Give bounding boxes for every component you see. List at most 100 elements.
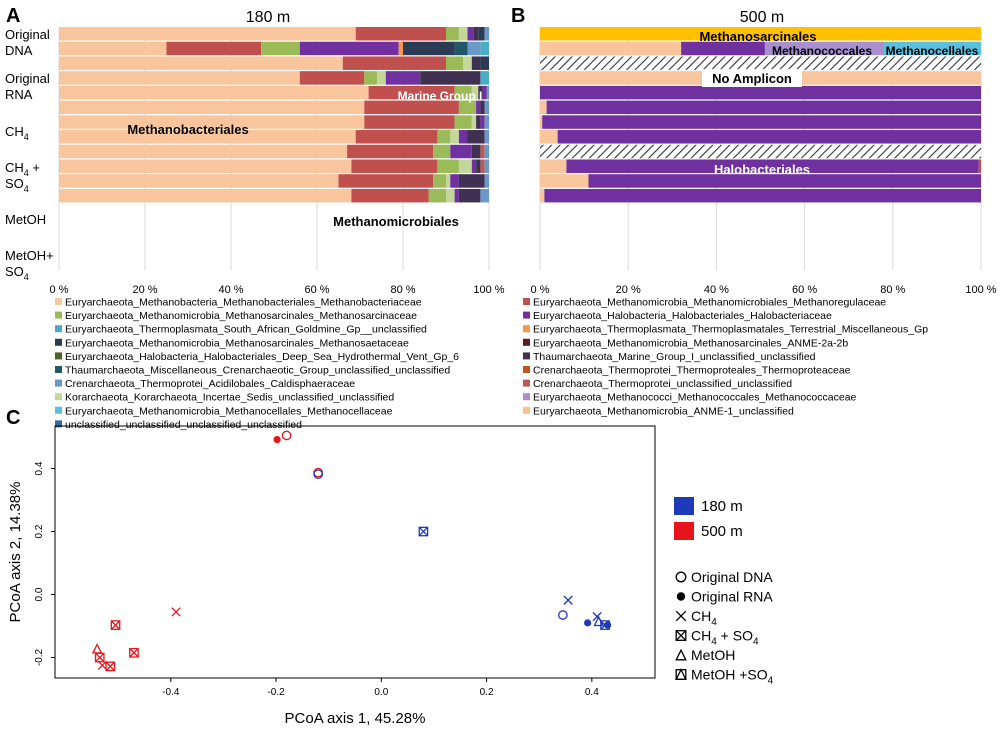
annotation-methanococcales: Methanococcales (772, 44, 872, 58)
panel-b-bar-segment (540, 41, 682, 56)
panel-a-x-tick-label: 40 % (218, 284, 243, 296)
panel-a-bar-segment (484, 144, 489, 159)
pcoa-point-shape (129, 647, 139, 658)
panel-b-bar-segment (540, 100, 547, 115)
panel-a-bar-segment (484, 115, 489, 129)
panel-a-bar-segment (458, 188, 481, 203)
panel-a-sample-label: Original (5, 71, 50, 86)
legend-swatch (55, 420, 62, 428)
pcoa-x-tick-label: 0.4 (585, 687, 599, 698)
legend-swatch (523, 298, 530, 305)
pcoa-point-shape (313, 469, 324, 480)
panel-b-bar-segment (542, 115, 981, 129)
legend-swatch (523, 393, 530, 401)
legend-entry: Crenarchaeota_Thermoprotei_Thermoproteal… (533, 365, 851, 377)
pcoa-point (129, 647, 139, 658)
panel-a-bar-segment (59, 174, 339, 188)
legend-swatch (523, 325, 530, 333)
panel-a-title: 180 m (246, 9, 290, 26)
pcoa-x-tick-label: -0.4 (162, 687, 180, 698)
pcoa-point-shape (281, 430, 292, 441)
panel-b-no-amplicon-bar (540, 56, 981, 70)
panel-b-bar-segment (557, 130, 981, 144)
pcoa-point-shape (558, 610, 568, 620)
pcoa-y-tick-label: 0.2 (34, 524, 45, 538)
panel-a-bar-segment (467, 130, 485, 144)
pcoa-y-tick-label: 0.4 (34, 461, 45, 475)
panel-a-bar-segment (454, 41, 468, 56)
panel-a-bar-segment (458, 100, 477, 115)
panel-a-x-tick-label: 100 % (473, 284, 504, 296)
legend-entry: Crenarchaeota_Thermoprotei_unclassified_… (533, 378, 792, 390)
panel-a-bar-segment (433, 174, 446, 188)
pcoa-point-shape (418, 526, 429, 537)
panel-b-bar-segment (540, 85, 981, 100)
panel-a-bar-segment (437, 159, 459, 173)
panel-a-sample-label: CH4 + (5, 160, 40, 178)
legend-swatch (523, 352, 530, 360)
pcoa-points (91, 430, 612, 672)
panel-a-bar-segment (486, 85, 489, 100)
pcoa-point (281, 430, 292, 441)
panel-b-bar-segment (540, 188, 545, 203)
panel-a-sample-label: Original (5, 27, 50, 42)
panel-a-bar-segment (446, 56, 464, 70)
shape-legend-label: CH4 + SO4 (691, 628, 759, 648)
panel-a-bar-segment (59, 100, 365, 115)
panel-a-bar-segment (471, 115, 477, 129)
panel-a-sample-label: MetOH+ (5, 248, 54, 263)
legend-entry: Euryarchaeota_Methanobacteria_Methanobac… (65, 297, 422, 309)
panel-b-bar-segment (540, 174, 589, 188)
panel-b-bar-segment (544, 188, 981, 203)
legend-swatch (523, 338, 530, 346)
legend-swatch (523, 406, 530, 414)
panel-a-bar-segment (454, 85, 472, 100)
legend-swatch (523, 366, 530, 373)
shape-legend-marker (676, 592, 686, 601)
panel-a-bar-segment (476, 100, 481, 115)
shape-legend-marker-shape (675, 630, 687, 641)
panel-b-x-ticks: 0 % 20 % 40 % 60 % 80 % 100 % (531, 284, 997, 296)
panel-a-bar-segment (454, 188, 459, 203)
panel-b-x-tick-label: 60 % (792, 284, 817, 296)
panel-b-title: 500 m (740, 9, 784, 26)
panel-a-bar-segment (166, 41, 262, 56)
panel-a-bar-segment (299, 71, 365, 85)
panel-a-bar-segment (403, 41, 455, 56)
panel-b: B 500 m 0 % 20 % 40 % 60 % 80 % 100 % Methano… (511, 5, 997, 296)
legend-entry: Euryarchaeota_Halobacteria_Halobacterial… (533, 310, 832, 322)
pcoa-point-shape (94, 652, 105, 663)
panel-b-bar-segment (566, 159, 979, 173)
legend-swatch (55, 366, 62, 373)
panel-a-bar-segment (484, 159, 489, 173)
pcoa-point-shape (273, 435, 281, 444)
panel-a-bar-segment (433, 144, 451, 159)
legend-entry: Korarchaeota_Korarchaeota_Incertae_Sedis… (65, 392, 394, 404)
panel-a-x-tick-label: 60 % (304, 284, 329, 296)
depth-legend-swatch (674, 522, 694, 540)
panel-a-bar-segment (59, 85, 369, 100)
annotation-methanomicrobiales: Methanomicrobiales (333, 214, 459, 229)
panel-b-bar-segment (978, 159, 981, 173)
annotation-halobacteriales: Halobacteriales (714, 162, 810, 177)
legend-entry: Crenarchaeota_Thermoprotei_Acidilobales_… (65, 378, 355, 390)
panel-a-bar-segment (471, 144, 481, 159)
panel-a-bar-segment (261, 41, 300, 56)
panel-a-bar-segment (450, 174, 459, 188)
legend-swatch (523, 379, 530, 387)
pcoa-point-shape (604, 621, 612, 629)
pcoa-point-shape (105, 661, 115, 672)
panel-a-x-tick-label: 0 % (50, 284, 69, 296)
panel-b-bar-segment (681, 41, 765, 56)
panel-a-bar-segment (299, 41, 399, 56)
panel-a-x-tick-label: 80 % (390, 284, 415, 296)
annotation-methanosarcinales: Methanosarcinales (699, 29, 816, 44)
panel-b-bar-segment (540, 159, 567, 173)
panel-a-bar-segment (480, 188, 489, 203)
depth-legend-label: 180 m (701, 498, 743, 515)
pcoa-point-shape (91, 643, 103, 654)
panel-a-bar-segment (59, 56, 343, 70)
